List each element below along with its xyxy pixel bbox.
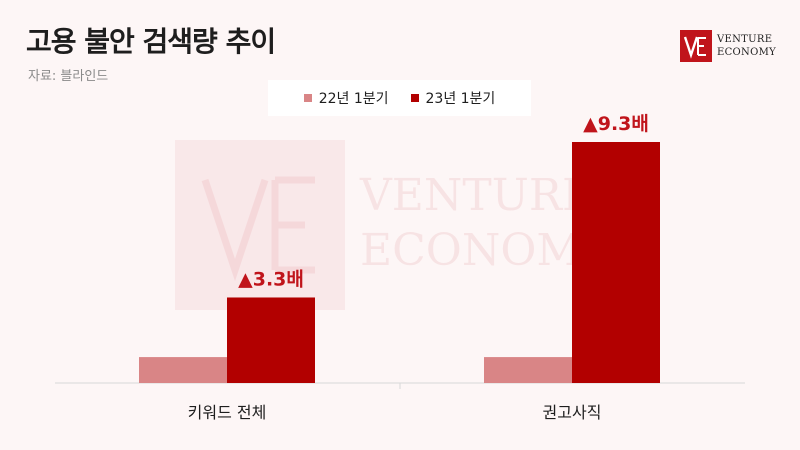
logo-line-2: ECONOMY bbox=[717, 47, 777, 58]
growth-label-2: ▲9.3배 bbox=[583, 113, 649, 135]
brand-logo: VENTURE ECONOMY bbox=[680, 30, 780, 64]
logo-mark-icon bbox=[680, 30, 712, 62]
legend-label-2022: 22년 1분기 bbox=[318, 91, 389, 107]
category-label-2: 권고사직 bbox=[543, 403, 602, 422]
legend-label-2023: 23년 1분기 bbox=[425, 91, 496, 107]
growth-label-1: ▲3.3배 bbox=[238, 268, 304, 290]
bar-2-series-1 bbox=[484, 357, 572, 383]
bar-1-series-1 bbox=[139, 357, 227, 383]
bar-2-series-2 bbox=[572, 142, 660, 383]
chart-title: 고용 불안 검색량 추이 bbox=[26, 25, 276, 58]
logo-line-1: VENTURE bbox=[717, 34, 773, 45]
legend-item-2022: 22년 1분기 bbox=[303, 88, 389, 108]
chart-legend: 22년 1분기 23년 1분기 bbox=[268, 80, 531, 116]
bar-1-series-2 bbox=[227, 297, 315, 383]
legend-swatch-2023 bbox=[410, 94, 419, 102]
legend-item-2023: 23년 1분기 bbox=[410, 88, 496, 108]
source-note: 자료: 블라인드 bbox=[28, 69, 109, 84]
logo-text: VENTURE ECONOMY bbox=[717, 33, 776, 59]
category-label-1: 키워드 전체 bbox=[188, 403, 267, 422]
legend-swatch-2022 bbox=[303, 94, 312, 102]
